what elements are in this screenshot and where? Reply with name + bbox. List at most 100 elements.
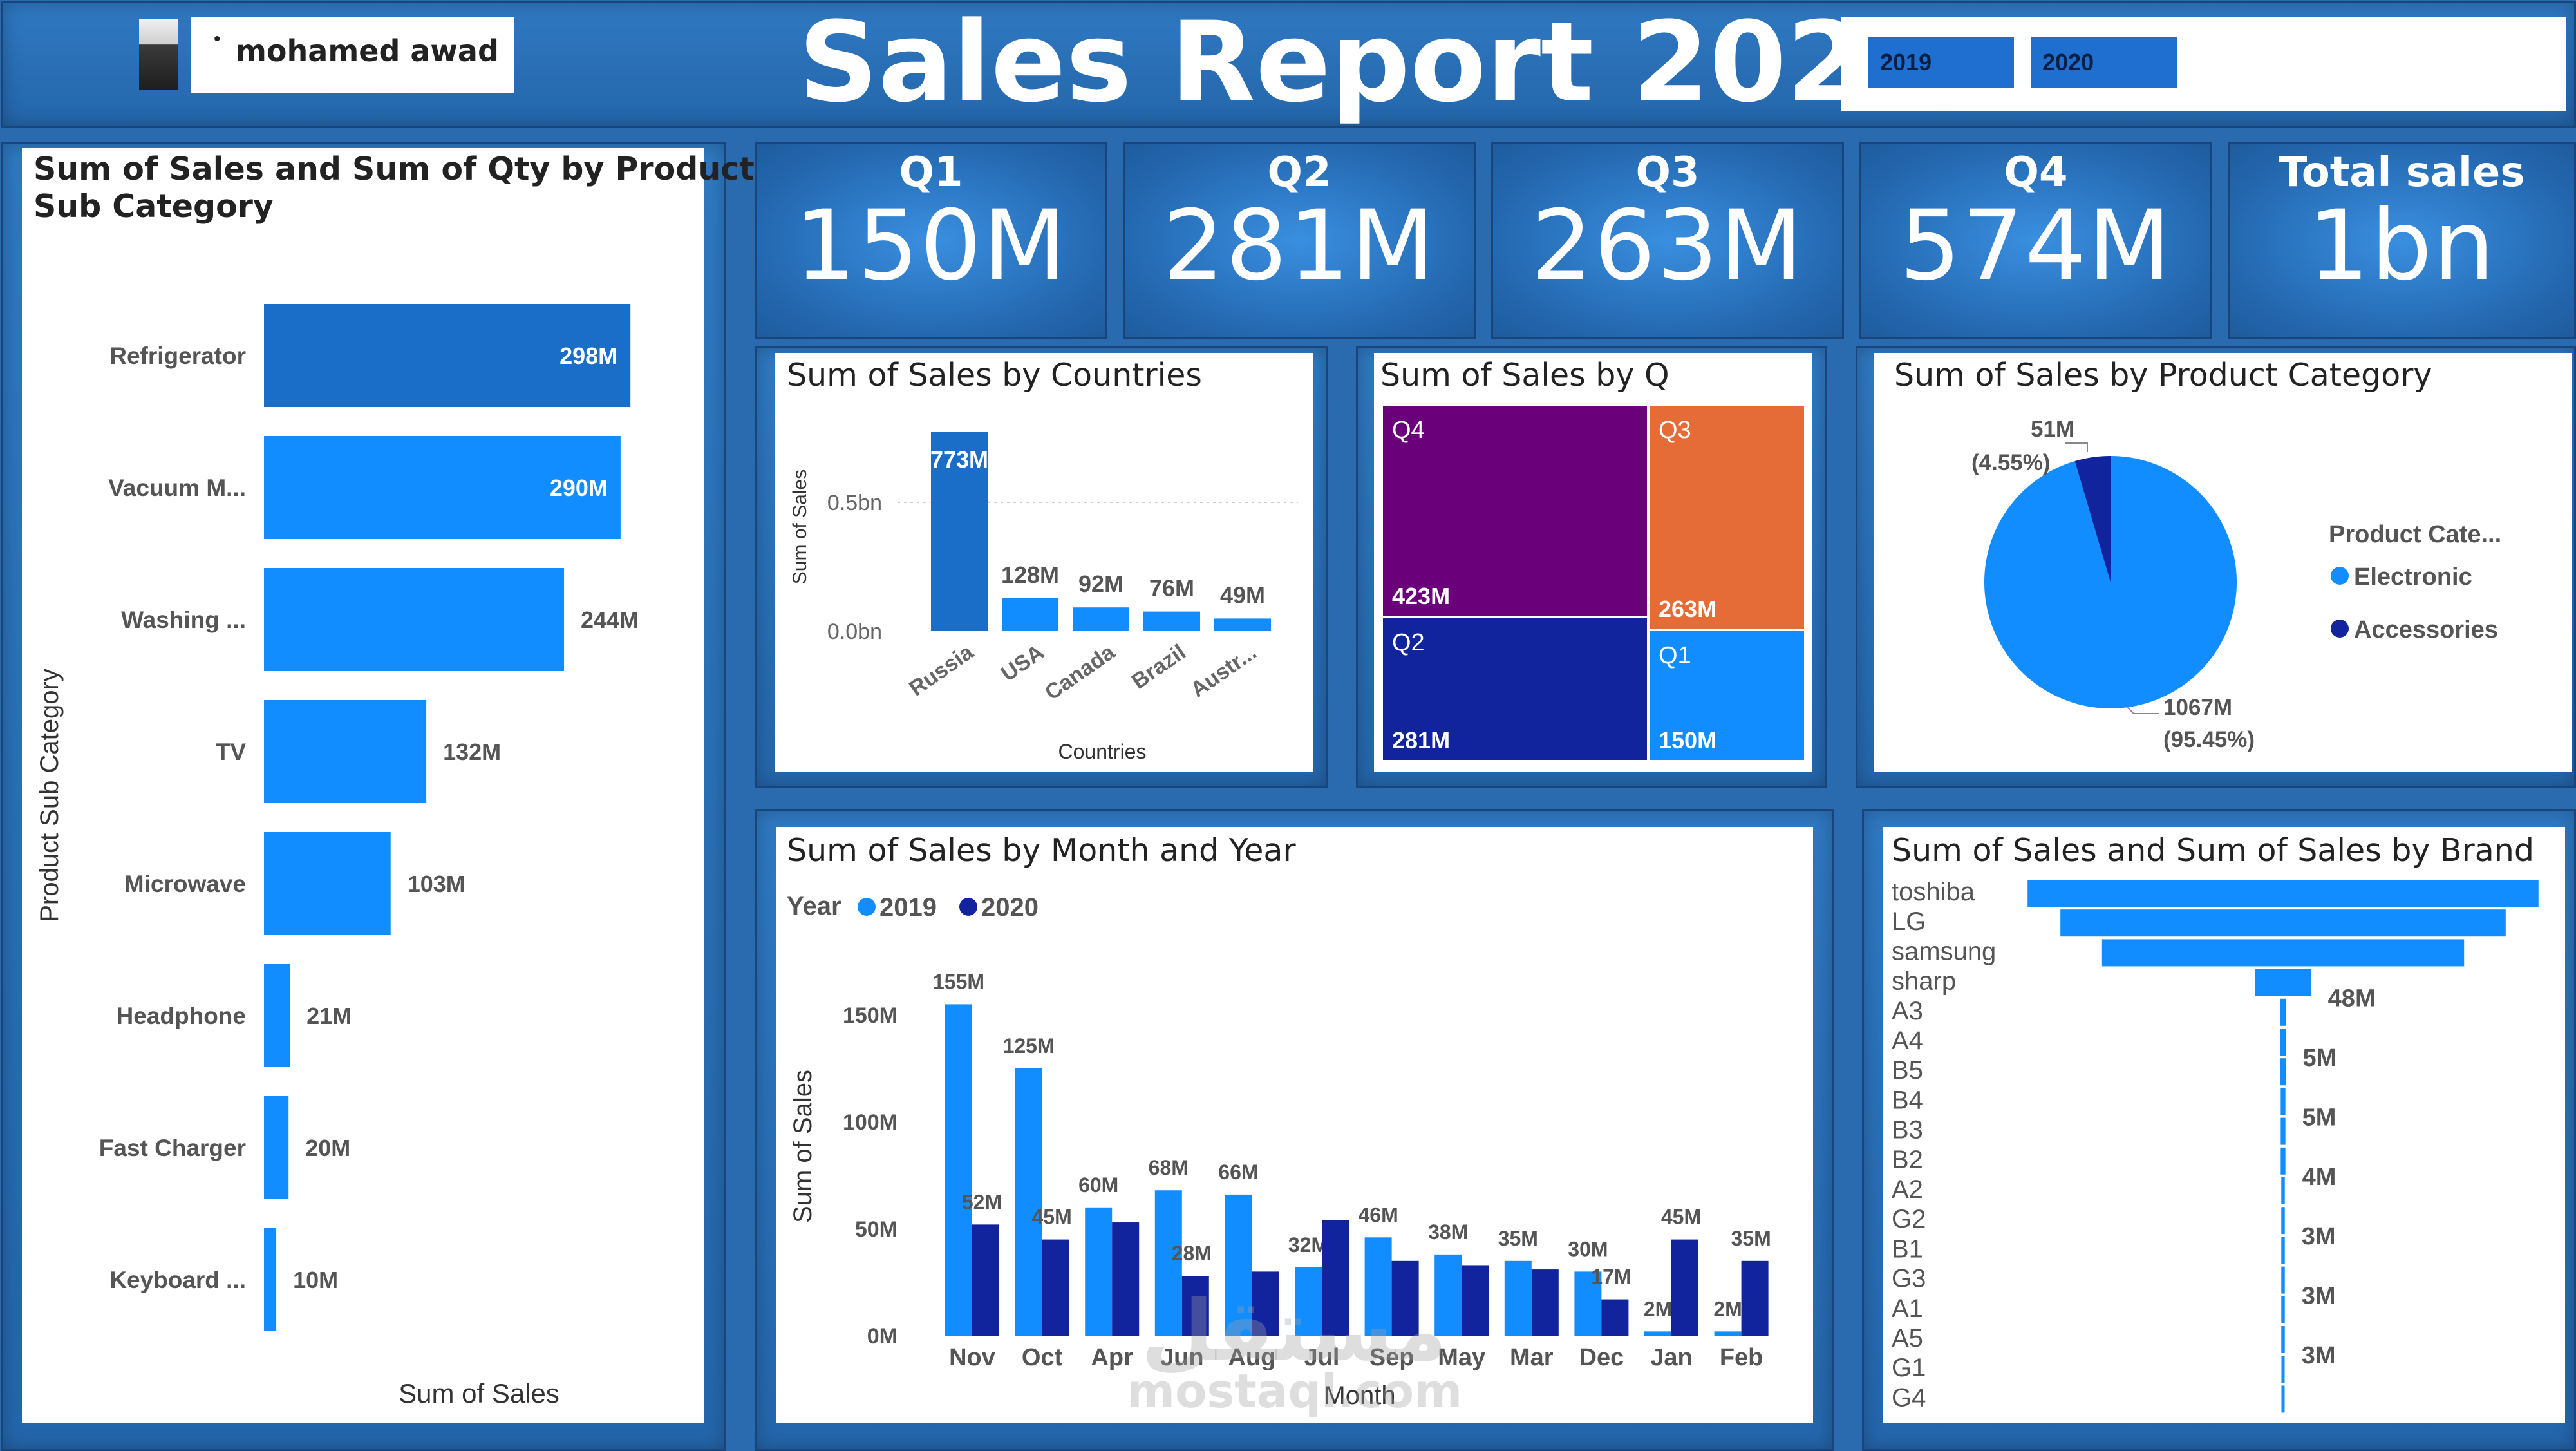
monthly-bar-2020[interactable]: [1531, 1269, 1559, 1336]
category-legend-title: Product Cate...: [2329, 521, 2501, 548]
kpi-total-sales: Total sales 1bn: [2228, 142, 2576, 339]
kpi-total-value: 1bn: [2308, 190, 2496, 302]
subcategory-bar[interactable]: [264, 964, 290, 1067]
monthly-category-label: May: [1438, 1344, 1485, 1371]
monthly-bar-2019[interactable]: [1085, 1207, 1113, 1336]
treemap-tile-value: 150M: [1659, 727, 1716, 754]
subcategory-bar[interactable]: [264, 568, 565, 671]
monthly-bar-2020[interactable]: [1601, 1299, 1629, 1336]
brand-bar[interactable]: [2027, 880, 2539, 907]
brand-bar[interactable]: [2281, 1326, 2285, 1353]
monthly-bar-2020[interactable]: [1042, 1239, 1069, 1336]
subcategory-bar[interactable]: [264, 700, 427, 803]
monthly-value-label: 2M: [1644, 1297, 1672, 1320]
pie-slice[interactable]: [2074, 456, 2111, 582]
subcategory-category-label: Refrigerator: [109, 343, 246, 369]
monthly-bar-2020[interactable]: [1391, 1260, 1419, 1336]
brand-bar[interactable]: [2281, 1266, 2285, 1294]
pie-leader-big: [2127, 707, 2159, 714]
brand-bar[interactable]: [2281, 1207, 2285, 1235]
brand-bar[interactable]: [2280, 1029, 2286, 1056]
monthly-value-label: 30M: [1568, 1237, 1608, 1260]
brand-panel: Sum of Sales and Sum of Sales by Brand t…: [1883, 827, 2565, 1423]
monthly-bar-2020[interactable]: [1462, 1265, 1489, 1336]
legend-dot-2020: [959, 898, 977, 916]
brand-bar[interactable]: [2280, 1088, 2286, 1115]
legend-dot-accessories: [2331, 620, 2349, 638]
country-bar[interactable]: [931, 432, 988, 631]
brand-bar[interactable]: [2280, 1147, 2286, 1175]
subcategory-bar[interactable]: [264, 436, 621, 539]
legend-dot-electronic: [2331, 567, 2349, 585]
kpi-q2: Q2 281M: [1123, 142, 1476, 339]
legend-label-accessories[interactable]: Accessories: [2354, 616, 2498, 643]
legend-label-2020[interactable]: 2020: [981, 893, 1039, 922]
monthly-value-label: 66M: [1218, 1161, 1258, 1184]
country-bar[interactable]: [1073, 607, 1129, 631]
monthly-bar-2020[interactable]: [1181, 1276, 1209, 1336]
countries-ytick-0: 0.5bn: [827, 491, 882, 515]
brand-bar[interactable]: [2281, 1296, 2285, 1323]
monthly-bar-2019[interactable]: [1434, 1254, 1462, 1336]
countries-title: Sum of Sales by Countries: [787, 357, 1202, 394]
monthly-bar-2019[interactable]: [1364, 1237, 1392, 1336]
monthly-bar-2020[interactable]: [972, 1224, 999, 1336]
brand-bar[interactable]: [2281, 1356, 2285, 1383]
monthly-xlabel: Month: [1324, 1381, 1395, 1410]
subcategory-bar[interactable]: [264, 832, 391, 935]
monthly-bar-2020[interactable]: [1741, 1260, 1769, 1336]
monthly-category-label: Oct: [1022, 1344, 1063, 1371]
brand-bar[interactable]: [2281, 1237, 2285, 1264]
brand-bar[interactable]: [2101, 939, 2465, 967]
country-bar[interactable]: [1214, 618, 1271, 631]
countries-xlabel: Countries: [1058, 740, 1147, 763]
monthly-value-label: 60M: [1078, 1173, 1118, 1197]
monthly-bar-2020[interactable]: [1252, 1271, 1279, 1336]
subcategory-bar[interactable]: [264, 1096, 289, 1199]
brand-value-label: 3M: [2302, 1283, 2336, 1310]
monthly-bar-2019[interactable]: [1714, 1331, 1742, 1336]
monthly-bar-2019[interactable]: [1015, 1068, 1042, 1336]
brand-bar[interactable]: [2281, 1177, 2285, 1204]
monthly-bar-2019[interactable]: [1504, 1260, 1532, 1336]
subcategory-value-label: 132M: [443, 739, 501, 765]
treemap-tile[interactable]: [1650, 406, 1804, 629]
brand-bar[interactable]: [2280, 1058, 2286, 1086]
treemap-tile[interactable]: [1383, 618, 1647, 760]
brand-label: A2: [1892, 1175, 1923, 1204]
country-bar[interactable]: [1143, 611, 1200, 631]
treemap-tile[interactable]: [1383, 406, 1647, 616]
monthly-bar-2020[interactable]: [1671, 1239, 1698, 1336]
brand-bar[interactable]: [2281, 1385, 2285, 1413]
brand-bar[interactable]: [2060, 909, 2506, 937]
brand-bar[interactable]: [2280, 1117, 2286, 1145]
brand-bar[interactable]: [2255, 969, 2311, 996]
monthly-category-label: Aug: [1228, 1344, 1275, 1371]
pie-label-big-value: 1067M: [2163, 695, 2232, 720]
quarters-panel: Sum of Sales by Q Q4 423M Q3 263M Q2 281M Q1 15…: [1374, 353, 1812, 772]
monthly-category-label: Nov: [949, 1344, 995, 1371]
monthly-bar-2020[interactable]: [1322, 1220, 1349, 1336]
country-bar[interactable]: [1002, 598, 1058, 631]
brand-bar[interactable]: [2280, 998, 2286, 1026]
monthly-bar-2019[interactable]: [1574, 1271, 1602, 1336]
subcategory-bar[interactable]: [264, 304, 631, 407]
monthly-chart: Year 2019 2020 150M 100M 50M 0M Sum of S…: [787, 892, 1771, 1410]
kpi-total-label: Total sales: [2279, 149, 2525, 196]
legend-label-electronic[interactable]: Electronic: [2354, 564, 2472, 591]
brand-label: G2: [1892, 1205, 1926, 1233]
monthly-bar-2019[interactable]: [1644, 1331, 1671, 1336]
monthly-bar-2019[interactable]: [945, 1004, 972, 1336]
subcategory-bar[interactable]: [264, 1228, 277, 1331]
year-button-2019[interactable]: 2019: [1868, 37, 2014, 88]
subcategory-category-label: Fast Charger: [99, 1135, 246, 1161]
kpi-q4-value: 574M: [1899, 190, 2172, 302]
monthly-bar-2019[interactable]: [1225, 1194, 1252, 1336]
monthly-bar-2019[interactable]: [1154, 1190, 1182, 1336]
legend-label-2019[interactable]: 2019: [879, 893, 937, 922]
monthly-bar-2020[interactable]: [1112, 1222, 1140, 1336]
year-button-2020[interactable]: 2020: [2031, 37, 2177, 88]
monthly-category-label: Jan: [1650, 1344, 1692, 1371]
monthly-bar-2019[interactable]: [1295, 1267, 1322, 1336]
treemap-tile[interactable]: [1650, 631, 1804, 760]
